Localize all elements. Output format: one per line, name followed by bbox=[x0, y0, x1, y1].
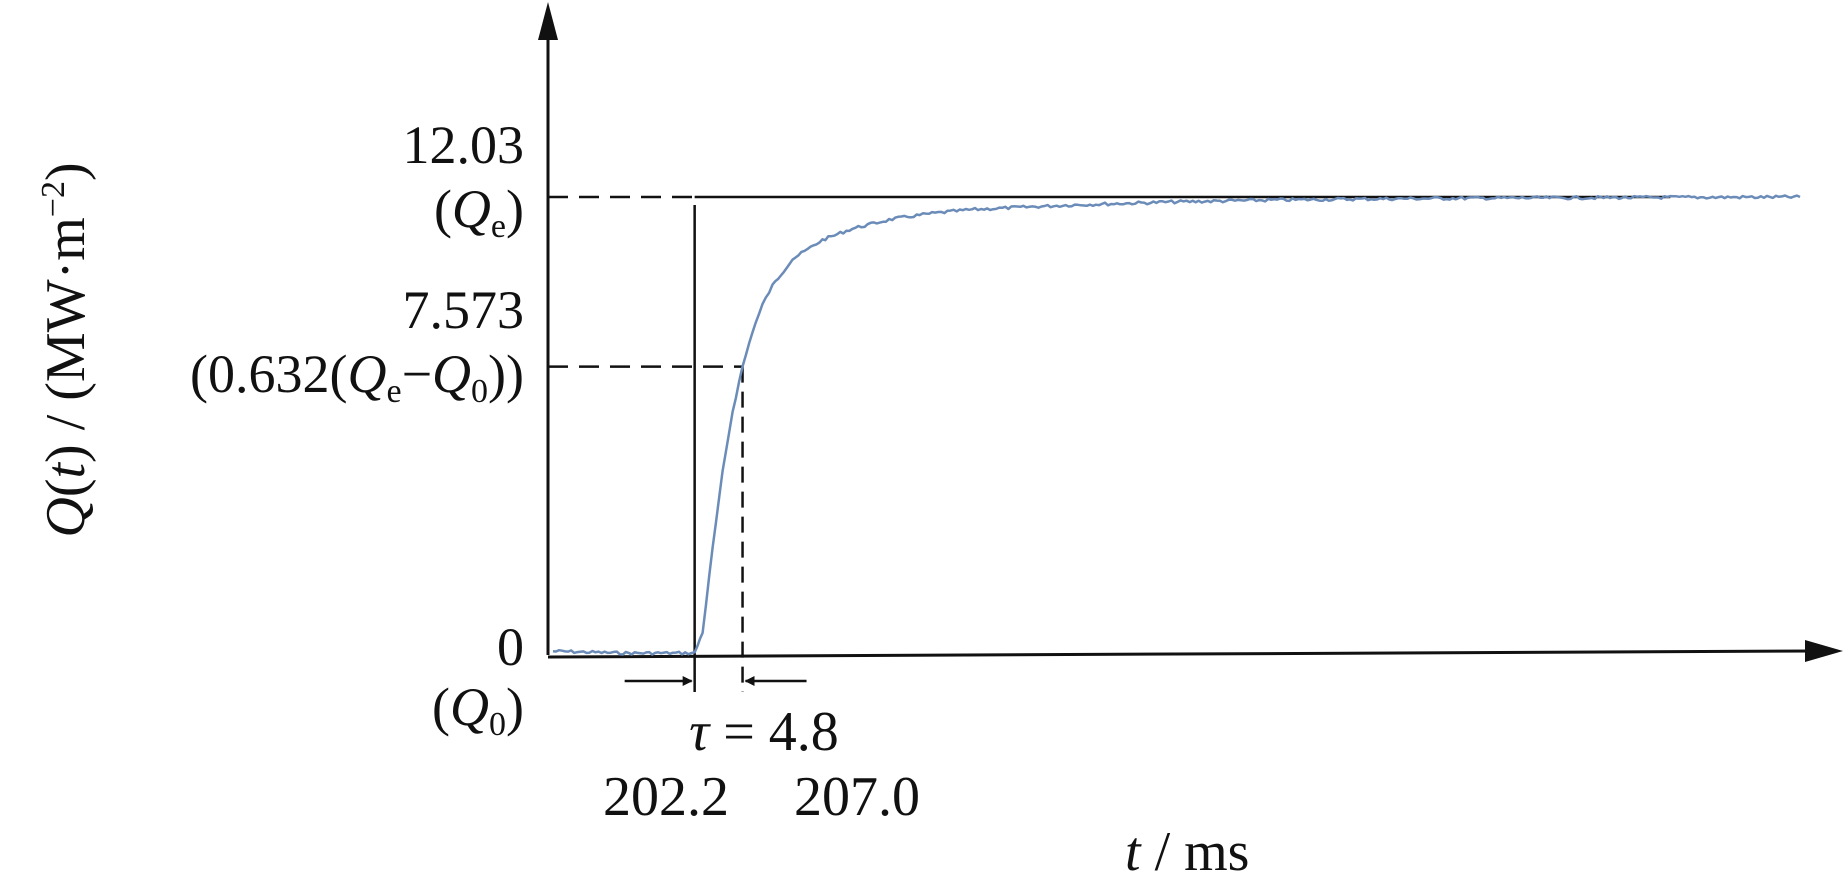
x-axis-label: t / ms bbox=[1125, 821, 1249, 883]
y-tick-label: 7.573 bbox=[403, 280, 525, 340]
tau-annotation: τ = 4.8 bbox=[689, 701, 839, 763]
x-tick-label: 202.2 bbox=[603, 766, 729, 828]
y-tick-label: 12.03 bbox=[403, 115, 525, 175]
y-tick-note: (0.632(Qe−Q0)) bbox=[190, 344, 524, 410]
x-axis-arrow-icon bbox=[1805, 640, 1843, 662]
y-tick-label: 0 bbox=[497, 617, 524, 677]
y-tick-note: (Q0) bbox=[432, 677, 524, 743]
x-tick-label: 207.0 bbox=[794, 766, 920, 828]
y-axis-arrow-icon bbox=[538, 2, 558, 40]
series-line bbox=[552, 194, 1801, 656]
x-axis bbox=[547, 649, 1816, 659]
y-tick-note: (Qe) bbox=[434, 179, 524, 245]
y-axis-label: Q(t) / (MW·m−2) bbox=[35, 162, 97, 537]
